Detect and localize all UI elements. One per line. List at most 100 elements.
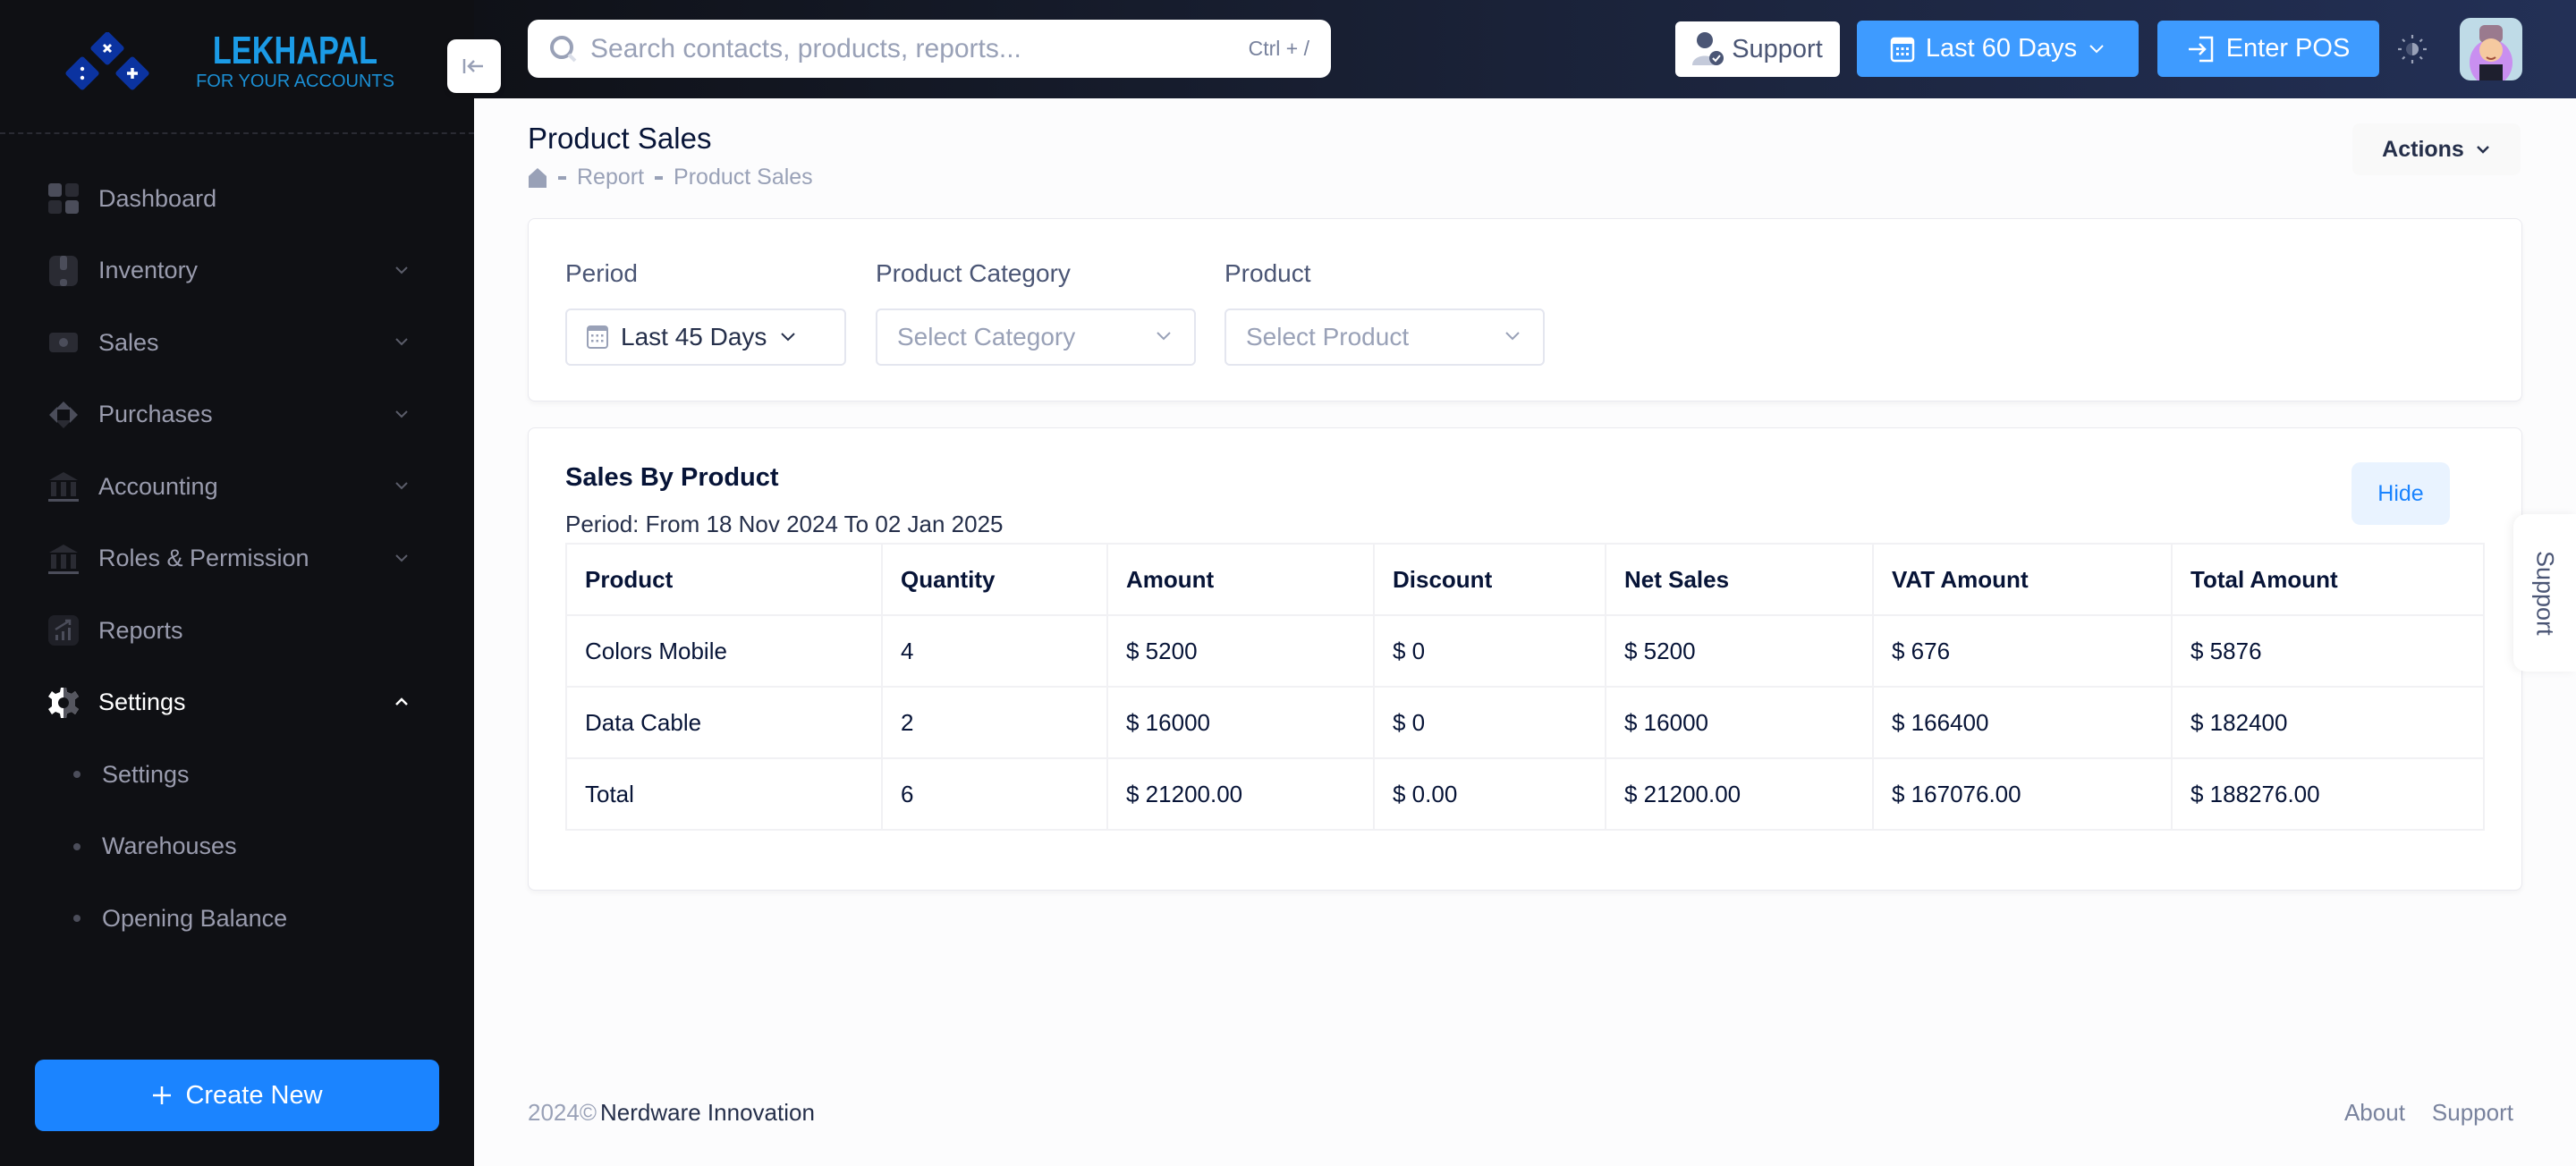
table-cell: $ 0 — [1373, 686, 1606, 759]
category-filter-select[interactable]: Select Category — [876, 308, 1196, 366]
sidebar-item-inventory[interactable]: Inventory — [0, 235, 474, 308]
bank-icon — [48, 471, 79, 503]
sidebar-collapse-button[interactable] — [447, 39, 501, 93]
calendar-icon — [1890, 37, 1915, 62]
user-support-icon — [1692, 32, 1724, 65]
table-row: Data Cable 2 $ 16000 $ 0 $ 16000 $ 16640… — [565, 686, 2485, 759]
footer-copyright: 2024© Nerdware Innovation — [528, 1099, 815, 1127]
table-cell: $ 5876 — [2171, 614, 2485, 688]
sidebar-item-purchases[interactable]: Purchases — [0, 379, 474, 452]
page-title: Product Sales — [528, 122, 712, 155]
create-new-button[interactable]: Create New — [35, 1060, 439, 1131]
table-cell: $ 0.00 — [1373, 757, 1606, 831]
sidebar-item-accounting[interactable]: Accounting — [0, 451, 474, 523]
table-cell: 6 — [881, 757, 1108, 831]
sidebar-subitem-label: Warehouses — [102, 832, 237, 860]
purchases-icon — [48, 400, 79, 430]
bank-icon — [48, 544, 79, 574]
table-cell: $ 166400 — [1872, 686, 2173, 759]
table-cell: $ 188276.00 — [2171, 757, 2485, 831]
product-filter-select[interactable]: Select Product — [1224, 308, 1545, 366]
home-icon[interactable] — [528, 167, 547, 189]
footer-support-link[interactable]: Support — [2431, 1099, 2513, 1126]
footer-links: About Support — [2344, 1099, 2513, 1127]
enter-pos-button[interactable]: Enter POS — [2157, 21, 2379, 77]
table-cell: 2 — [881, 686, 1108, 759]
sidebar-item-reports[interactable]: Reports — [0, 595, 474, 667]
period-filter-select[interactable]: Last 45 Days — [565, 308, 846, 366]
column-header: Product — [565, 543, 883, 616]
table-cell: $ 5200 — [1605, 614, 1874, 688]
chevron-down-icon — [2089, 44, 2104, 53]
dashboard-icon — [48, 183, 79, 215]
create-new-label: Create New — [185, 1080, 323, 1110]
sidebar-item-settings[interactable]: Settings — [0, 667, 474, 739]
chevron-down-icon — [395, 266, 408, 275]
global-search-input[interactable]: Search contacts, products, reports... Ct… — [528, 20, 1331, 78]
theme-toggle-icon[interactable] — [2397, 34, 2428, 64]
hide-button[interactable]: Hide — [2351, 462, 2450, 525]
sales-table: Product Quantity Amount Discount Net Sal… — [565, 543, 2485, 831]
chevron-down-icon — [1157, 332, 1171, 341]
chart-icon — [48, 615, 79, 646]
bullet-icon — [73, 842, 80, 850]
report-title: Sales By Product — [565, 463, 779, 492]
brand-name: LEKHAPAL — [212, 29, 378, 72]
sidebar-item-label: Inventory — [98, 257, 199, 284]
sidebar-item-label: Purchases — [98, 401, 213, 428]
table-cell: $ 21200.00 — [1106, 757, 1375, 831]
product-filter-label: Product — [1224, 259, 1311, 287]
sidebar-divider — [0, 132, 474, 134]
report-period: Period: From 18 Nov 2024 To 02 Jan 2025 — [565, 511, 1004, 537]
calendar-icon — [587, 325, 608, 349]
period-label: Last 60 Days — [1925, 34, 2078, 63]
search-shortcut: Ctrl + / — [1248, 37, 1309, 60]
chevron-down-icon — [395, 554, 408, 562]
support-button[interactable]: Support — [1675, 21, 1840, 77]
period-dropdown-button[interactable]: Last 60 Days — [1857, 21, 2139, 77]
breadcrumb: Report Product Sales — [528, 165, 813, 190]
sidebar-subitem-opening-balance[interactable]: Opening Balance — [0, 883, 474, 955]
sidebar-item-label: Sales — [98, 328, 159, 356]
breadcrumb-separator — [655, 175, 664, 180]
table-cell: $ 182400 — [2171, 686, 2485, 759]
table-header-row: Product Quantity Amount Discount Net Sal… — [565, 543, 2485, 616]
column-header: VAT Amount — [1872, 543, 2173, 616]
table-row: Colors Mobile 4 $ 5200 $ 0 $ 5200 $ 676 … — [565, 614, 2485, 688]
sidebar-subitem-settings[interactable]: Settings — [0, 739, 474, 811]
chevron-up-icon — [395, 697, 408, 706]
sidebar-item-sales[interactable]: Sales — [0, 307, 474, 379]
table-cell: Colors Mobile — [565, 614, 883, 688]
footer-year: 2024© — [528, 1099, 597, 1126]
sidebar-subitem-label: Opening Balance — [102, 904, 288, 932]
footer-company-link[interactable]: Nerdware Innovation — [600, 1099, 815, 1126]
chevron-down-icon — [1505, 332, 1520, 341]
product-filter-placeholder: Select Product — [1246, 323, 1410, 351]
period-filter-label: Period — [565, 259, 638, 287]
column-header: Net Sales — [1605, 543, 1874, 616]
support-side-tab[interactable]: Support — [2513, 514, 2576, 672]
category-filter-placeholder: Select Category — [897, 323, 1076, 351]
sidebar-item-label: Accounting — [98, 472, 218, 500]
user-avatar[interactable] — [2460, 18, 2522, 80]
sidebar-item-roles-permission[interactable]: Roles & Permission — [0, 523, 474, 596]
bullet-icon — [73, 915, 80, 923]
money-icon — [48, 327, 79, 358]
logo-icon — [65, 32, 149, 90]
table-cell: $ 16000 — [1605, 686, 1874, 759]
footer-about-link[interactable]: About — [2343, 1099, 2405, 1126]
actions-dropdown-button[interactable]: Actions — [2352, 123, 2521, 175]
sidebar-subitem-warehouses[interactable]: Warehouses — [0, 811, 474, 883]
sidebar-item-label: Settings — [98, 689, 186, 716]
column-header: Amount — [1106, 543, 1375, 616]
bullet-icon — [73, 771, 80, 779]
table-total-row: Total 6 $ 21200.00 $ 0.00 $ 21200.00 $ 1… — [565, 757, 2485, 831]
enter-icon — [2188, 36, 2213, 62]
table-cell: $ 5200 — [1106, 614, 1375, 688]
sidebar-item-dashboard[interactable]: Dashboard — [0, 163, 474, 235]
gear-icon — [48, 687, 79, 718]
breadcrumb-report[interactable]: Report — [577, 165, 645, 190]
chevron-down-icon — [395, 410, 408, 418]
support-label: Support — [1732, 34, 1823, 63]
sidebar: LEKHAPAL FOR YOUR ACCOUNTS Dashboard Inv… — [0, 0, 474, 1166]
